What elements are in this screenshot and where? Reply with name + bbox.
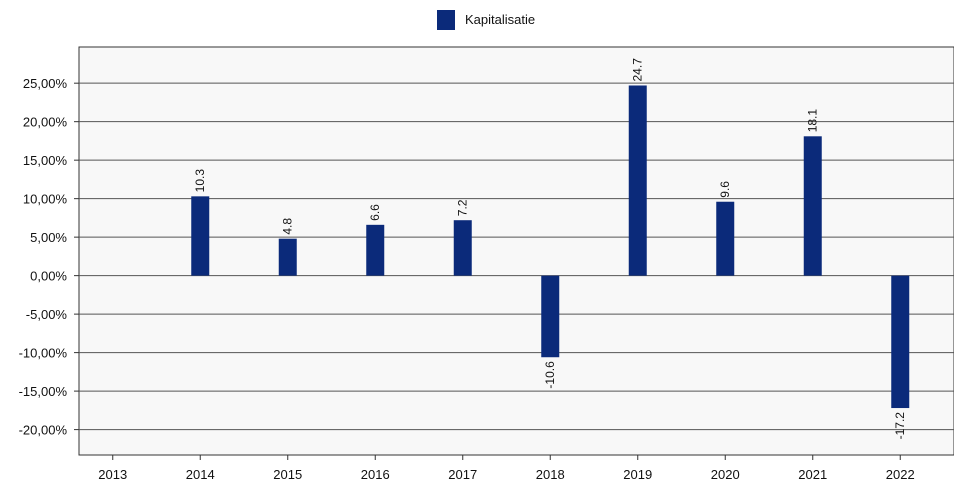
bar-2016: [366, 224, 385, 276]
bar-2017: [453, 220, 472, 276]
y-tick-label: -20,00%: [19, 423, 68, 438]
bar-2021: [803, 136, 822, 276]
data-label: 18.1: [806, 109, 820, 133]
x-tick-label: 2020: [711, 467, 740, 482]
data-label: 7.2: [456, 199, 470, 216]
data-label: 9.6: [718, 181, 732, 198]
legend-swatch: [437, 10, 455, 30]
y-axis: 25,00% 20,00% 15,00% 10,00% 5,00% 0,00% -5,00%…: [19, 76, 79, 438]
x-tick-label: 2022: [886, 467, 915, 482]
x-tick-label: 2018: [536, 467, 565, 482]
bar-2018: [541, 275, 560, 358]
y-tick-label: 15,00%: [23, 153, 68, 168]
x-tick-label: 2017: [448, 467, 477, 482]
y-tick-label: 10,00%: [23, 192, 68, 207]
y-tick-label: 25,00%: [23, 76, 68, 91]
x-tick-label: 2013: [98, 467, 127, 482]
x-tick-label: 2016: [361, 467, 390, 482]
x-tick-label: 2019: [623, 467, 652, 482]
gridlines: [79, 82, 954, 431]
y-tick-label: 5,00%: [30, 230, 67, 245]
bar-2020: [716, 201, 735, 276]
legend: Kapitalisatie: [437, 10, 535, 30]
x-tick-label: 2015: [273, 467, 302, 482]
x-axis: 2013 2014 2015 2016 2017 2018 2019 2020 2021 2022: [98, 455, 915, 482]
y-tick-label: -10,00%: [19, 346, 68, 361]
data-label: 6.6: [368, 204, 382, 221]
data-label: 4.8: [281, 218, 295, 235]
y-tick-label: -15,00%: [19, 384, 68, 399]
y-tick-label: 0,00%: [30, 269, 67, 284]
bar-2022: [891, 275, 910, 409]
y-tick-label: -5,00%: [26, 307, 68, 322]
data-label: -10.6: [543, 361, 557, 389]
x-tick-label: 2021: [798, 467, 827, 482]
data-label: 10.3: [193, 169, 207, 193]
legend-label: Kapitalisatie: [465, 12, 535, 27]
data-label: -17.2: [893, 412, 907, 440]
bar-2019: [628, 85, 647, 276]
data-labels: 10.3 4.8 6.6 7.2 -10.6 24.7 9.6 18.1 -17.2: [193, 58, 907, 440]
plot-area: [78, 46, 954, 456]
data-label: 24.7: [631, 58, 645, 82]
bars: [191, 85, 910, 409]
y-tick-label: 20,00%: [23, 115, 68, 130]
x-tick-label: 2014: [186, 467, 215, 482]
bar-2014: [191, 196, 210, 276]
bar-2015: [278, 238, 297, 276]
